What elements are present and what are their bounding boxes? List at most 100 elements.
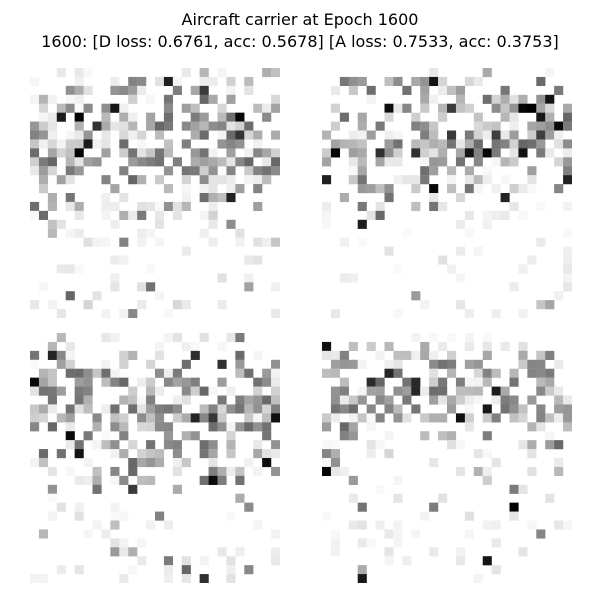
pixel bbox=[447, 440, 457, 450]
pixel bbox=[464, 422, 474, 432]
pixel bbox=[455, 547, 466, 557]
pixel bbox=[146, 404, 156, 414]
pixel bbox=[348, 166, 358, 176]
pixel bbox=[563, 520, 572, 530]
pixel bbox=[384, 404, 394, 414]
pixel bbox=[47, 219, 57, 229]
pixel bbox=[545, 431, 555, 441]
pixel bbox=[146, 475, 156, 485]
pixel bbox=[271, 309, 280, 318]
pixel bbox=[393, 493, 403, 503]
pixel bbox=[235, 121, 245, 131]
pixel bbox=[244, 148, 254, 158]
pixel bbox=[545, 386, 555, 396]
pixel bbox=[101, 377, 111, 387]
pixel bbox=[509, 121, 519, 131]
pixel bbox=[128, 94, 138, 104]
pixel bbox=[244, 175, 254, 185]
pixel bbox=[482, 475, 492, 485]
pixel bbox=[330, 103, 341, 113]
pixel bbox=[226, 76, 236, 87]
pixel bbox=[101, 139, 111, 149]
pixel bbox=[464, 184, 474, 194]
pixel bbox=[92, 520, 102, 530]
pixel bbox=[163, 112, 174, 122]
pixel bbox=[47, 201, 57, 212]
pixel bbox=[322, 350, 332, 360]
pixel bbox=[119, 237, 129, 247]
pixel bbox=[163, 333, 174, 343]
pixel bbox=[447, 368, 457, 378]
pixel bbox=[119, 112, 129, 122]
pixel bbox=[438, 85, 448, 95]
pixel bbox=[339, 466, 349, 477]
pixel bbox=[253, 350, 263, 360]
pixel bbox=[128, 458, 138, 468]
pixel bbox=[375, 520, 385, 530]
pixel bbox=[172, 368, 182, 378]
pixel bbox=[518, 148, 528, 158]
pixel bbox=[429, 350, 439, 360]
pixel bbox=[110, 201, 120, 212]
pixel bbox=[429, 368, 439, 378]
pixel bbox=[393, 475, 403, 485]
pixel bbox=[384, 359, 394, 369]
pixel bbox=[190, 121, 200, 131]
pixel bbox=[226, 404, 236, 414]
pixel bbox=[500, 341, 510, 352]
pixel bbox=[217, 193, 227, 203]
pixel bbox=[128, 466, 138, 477]
pixel bbox=[253, 139, 263, 149]
pixel bbox=[56, 333, 66, 343]
pixel bbox=[366, 94, 376, 104]
pixel bbox=[464, 377, 474, 387]
pixel bbox=[473, 466, 483, 477]
pixel bbox=[402, 413, 412, 423]
pixel bbox=[545, 377, 555, 387]
pixel bbox=[271, 466, 280, 477]
pixel bbox=[56, 103, 66, 113]
pixel bbox=[348, 76, 358, 87]
pixel bbox=[366, 538, 376, 548]
pixel bbox=[208, 440, 218, 450]
pixel bbox=[226, 386, 236, 396]
pixel bbox=[235, 157, 245, 167]
pixel bbox=[357, 413, 367, 423]
pixel bbox=[101, 148, 111, 158]
pixel bbox=[262, 422, 272, 432]
pixel bbox=[235, 395, 245, 405]
pixel bbox=[509, 201, 519, 212]
pixel bbox=[38, 386, 49, 396]
pixel bbox=[30, 130, 40, 140]
pixel bbox=[217, 273, 227, 283]
pixel bbox=[38, 139, 49, 149]
pixel bbox=[536, 413, 546, 423]
pixel bbox=[536, 404, 546, 414]
pixel bbox=[500, 94, 510, 104]
pixel bbox=[119, 309, 129, 318]
pixel bbox=[128, 440, 138, 450]
pixel bbox=[65, 466, 75, 477]
pixel bbox=[65, 103, 75, 113]
pixel bbox=[244, 255, 254, 265]
pixel bbox=[429, 139, 439, 149]
pixel bbox=[56, 350, 66, 360]
pixel bbox=[357, 237, 367, 247]
pixel bbox=[518, 94, 528, 104]
pixel bbox=[110, 547, 120, 557]
pixel bbox=[357, 148, 367, 158]
pixel bbox=[163, 431, 174, 441]
pixel bbox=[509, 148, 519, 158]
pixel bbox=[330, 440, 341, 450]
pixel bbox=[393, 529, 403, 539]
pixel bbox=[262, 157, 272, 167]
pixel bbox=[402, 175, 412, 185]
pixel bbox=[217, 413, 227, 423]
pixel bbox=[375, 395, 385, 405]
pixel bbox=[447, 431, 457, 441]
pixel bbox=[536, 103, 546, 113]
pixel bbox=[199, 228, 209, 238]
pixel bbox=[455, 219, 466, 229]
pixel bbox=[339, 139, 349, 149]
pixel bbox=[146, 377, 156, 387]
